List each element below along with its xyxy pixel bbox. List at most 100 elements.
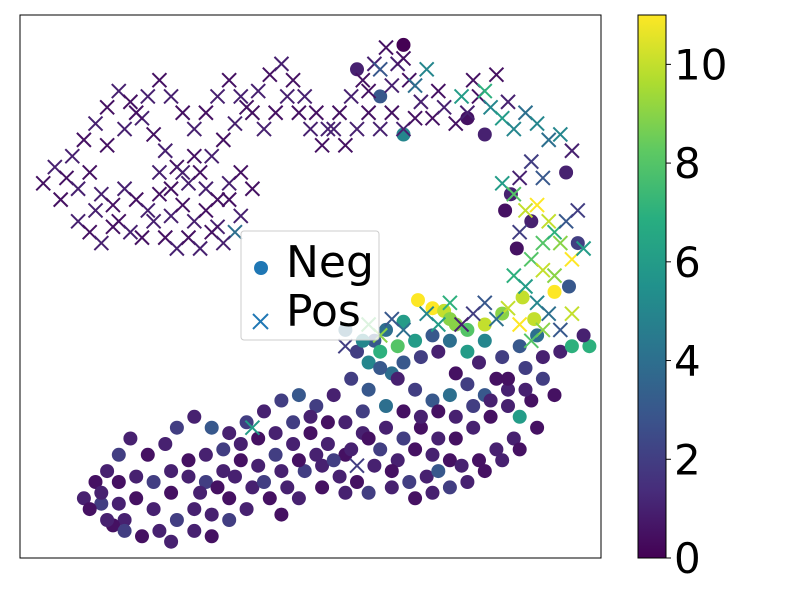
neg-point xyxy=(315,458,330,473)
pos-point xyxy=(145,213,162,230)
pos-point xyxy=(296,88,313,105)
pos-point xyxy=(82,164,98,181)
neg-point xyxy=(268,426,283,441)
neg-point xyxy=(442,480,457,495)
neg-point xyxy=(100,513,115,527)
pos-point xyxy=(541,305,557,322)
pos-point xyxy=(140,88,156,105)
legend-neg-marker xyxy=(254,261,268,275)
neg-point xyxy=(286,437,301,451)
neg-point xyxy=(367,458,382,473)
pos-point xyxy=(279,88,295,105)
legend-box xyxy=(240,230,380,341)
neg-point xyxy=(164,464,179,479)
neg-point xyxy=(408,442,423,457)
neg-point xyxy=(477,317,492,332)
colorbar-tick-label: 10 xyxy=(674,40,727,89)
pos-point xyxy=(227,115,243,132)
neg-point xyxy=(448,409,463,424)
pos-point xyxy=(506,186,522,202)
neg-point xyxy=(454,458,469,473)
pos-point xyxy=(488,67,505,83)
pos-point xyxy=(500,94,516,110)
pos-point xyxy=(349,121,365,137)
pos-point xyxy=(320,121,336,137)
neg-point xyxy=(442,453,457,468)
pos-point xyxy=(453,316,470,333)
neg-point xyxy=(518,361,533,375)
pos-point xyxy=(570,202,586,219)
neg-point xyxy=(396,37,411,52)
neg-point xyxy=(425,328,440,343)
neg-point xyxy=(297,464,312,479)
pos-point xyxy=(541,132,557,148)
pos-point xyxy=(541,213,557,230)
pos-point xyxy=(221,191,237,208)
pos-point xyxy=(523,153,539,170)
pos-point xyxy=(523,333,539,349)
pos-point xyxy=(93,235,110,251)
neg-point xyxy=(547,388,562,403)
pos-point xyxy=(488,311,505,327)
pos-point xyxy=(244,181,261,197)
pos-point xyxy=(70,181,86,197)
neg-point xyxy=(373,89,388,104)
neg-point xyxy=(222,513,237,527)
neg-point xyxy=(303,409,318,424)
neg-point xyxy=(135,529,149,544)
pos-point xyxy=(192,240,208,257)
pos-point xyxy=(105,197,121,213)
neg-point xyxy=(396,431,411,446)
neg-point xyxy=(477,127,492,142)
neg-point xyxy=(384,480,399,495)
neg-point xyxy=(512,409,527,424)
neg-point xyxy=(501,399,515,413)
pos-point xyxy=(215,132,232,148)
pos-point xyxy=(122,224,139,240)
neg-point xyxy=(512,442,527,457)
pos-point xyxy=(285,72,301,88)
neg-point xyxy=(286,415,301,430)
neg-point xyxy=(582,339,597,354)
pos-point xyxy=(267,105,284,121)
neg-point xyxy=(239,502,254,517)
pos-point xyxy=(384,77,400,94)
neg-point xyxy=(460,344,475,359)
pos-point xyxy=(552,126,569,143)
neg-point xyxy=(204,507,219,522)
colorbar-gradient xyxy=(637,14,667,559)
neg-point xyxy=(373,361,388,375)
neg-point xyxy=(181,453,196,468)
pos-point xyxy=(407,110,423,126)
pos-point xyxy=(99,137,115,154)
neg-point xyxy=(251,458,266,473)
pos-point xyxy=(506,121,522,137)
neg-point xyxy=(169,420,184,435)
pos-point xyxy=(105,219,121,235)
neg-point xyxy=(123,431,138,446)
neg-point xyxy=(472,453,486,468)
pos-point xyxy=(192,164,208,181)
neg-point xyxy=(129,491,144,506)
neg-point xyxy=(379,420,393,435)
series-pos xyxy=(35,39,592,474)
neg-point xyxy=(222,426,237,441)
pos-point xyxy=(326,121,342,137)
neg-point xyxy=(315,480,330,495)
neg-point xyxy=(506,431,521,446)
pos-point xyxy=(233,164,249,181)
neg-point xyxy=(291,491,306,506)
neg-point xyxy=(408,333,423,348)
neg-point xyxy=(257,475,271,489)
neg-point xyxy=(576,328,591,343)
pos-point xyxy=(151,186,168,202)
pos-point xyxy=(564,305,580,322)
neg-point xyxy=(262,491,277,506)
pos-point xyxy=(233,88,249,105)
pos-point xyxy=(413,94,429,110)
pos-point xyxy=(337,338,354,354)
pos-point xyxy=(384,105,400,121)
neg-point xyxy=(233,453,248,468)
pos-point xyxy=(355,72,371,88)
pos-point xyxy=(453,88,470,105)
